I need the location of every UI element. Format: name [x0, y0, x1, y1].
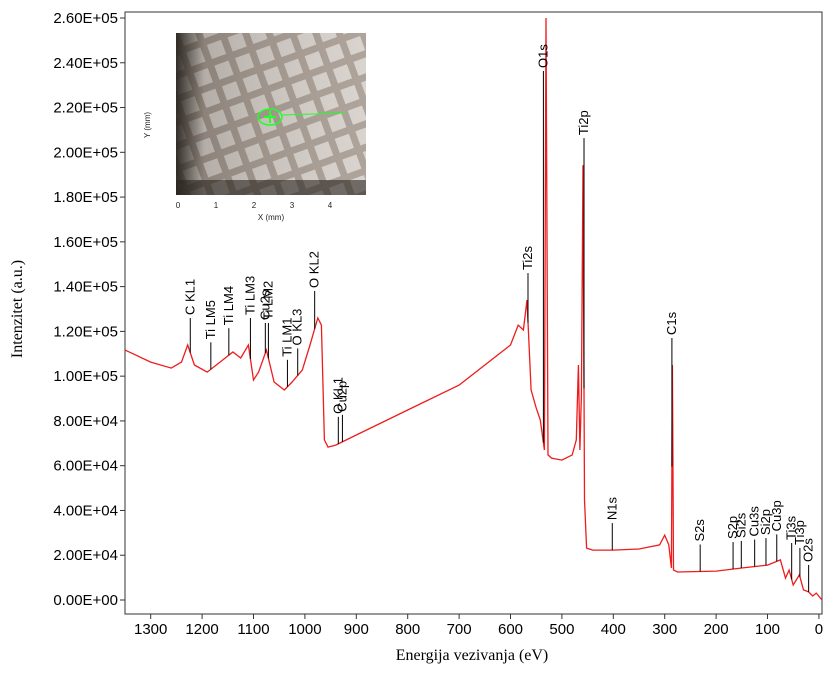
annotation-label: Cu3s — [747, 506, 762, 537]
inset-x-tick-label: 1 — [214, 201, 219, 210]
inset-x-tick-label: 3 — [290, 201, 295, 210]
y-tick-label: 0.00E+00 — [53, 592, 118, 609]
annotation-label: O KL2 — [307, 251, 322, 288]
x-tick-label: 600 — [498, 621, 523, 638]
annotation-label: Cu2p — [334, 381, 349, 412]
annotation-label: O2s — [801, 538, 816, 562]
annotation-label: O KL1 — [330, 377, 345, 414]
x-tick-label: 1100 — [237, 621, 269, 638]
y-tick-label: 2.00E+05 — [53, 144, 118, 161]
y-tick-label: 2.60E+05 — [53, 10, 118, 27]
y-tick-label: 8.00E+04 — [53, 413, 118, 430]
inset-x-tick-label: 0 — [176, 201, 181, 210]
x-tick-label: 800 — [395, 621, 420, 638]
annotation-label: Ti2p — [576, 110, 591, 135]
inset-image: X (mm) Y (mm) 0 1 2 3 4 — [143, 33, 366, 222]
annotation-label: Ti LM2 — [260, 281, 275, 320]
annotation-label: Cu2s — [257, 289, 272, 320]
annotation-label: Ti2s — [520, 245, 535, 270]
annotation-label: N1s — [604, 496, 619, 520]
y-tick-label: 1.80E+05 — [53, 189, 118, 206]
x-axis-title: Energija vezivanja (eV) — [396, 647, 549, 664]
spectrum-line — [124, 17, 823, 601]
y-tick-label: 1.60E+05 — [53, 234, 118, 251]
inset-x-tick-label: 2 — [252, 201, 257, 210]
x-tick-label: 700 — [447, 621, 472, 638]
y-tick-label: 1.40E+05 — [53, 279, 118, 296]
annotation-label: O KL3 — [290, 309, 305, 346]
annotation-label: Ti LM4 — [221, 286, 236, 325]
annotation-label: S2s — [692, 519, 707, 542]
annotation-label: Ti3s — [784, 515, 799, 540]
plot-frame — [124, 11, 823, 615]
annotation-label: Ti LM3 — [242, 276, 257, 315]
x-tick-label: 1300 — [134, 621, 167, 638]
y-tick-label: 2.20E+05 — [53, 100, 118, 117]
annotation-label: Si2p — [758, 509, 773, 535]
y-tick-label: 2.00E+04 — [53, 547, 118, 564]
x-tick-label: 100 — [755, 621, 780, 638]
y-tick-label: 1.20E+05 — [53, 323, 118, 340]
inset-y-label: Y (mm) — [143, 112, 152, 138]
x-tick-label: 0 — [815, 621, 823, 638]
y-axis-title: Intenzitet (a.u.) — [9, 260, 26, 358]
x-tick-label: 200 — [704, 621, 729, 638]
x-tick-label: 500 — [549, 621, 574, 638]
y-tick-label: 4.00E+04 — [53, 502, 118, 519]
annotation-label: Ti LM1 — [279, 318, 294, 357]
x-tick-label: 900 — [344, 621, 369, 638]
annotation-label: C KL1 — [182, 279, 197, 315]
annotation-label: Si2s — [733, 512, 748, 538]
x-tick-label: 1000 — [288, 621, 321, 638]
annotation-label: O1s — [535, 44, 550, 68]
annotation-label: C1s — [664, 311, 679, 335]
inset-x-tick-label: 4 — [328, 201, 333, 210]
x-tick-label: 1200 — [185, 621, 218, 638]
y-tick-label: 2.40E+05 — [53, 55, 118, 72]
annotation-label: S2p — [725, 516, 740, 539]
annotation-label: Ti LM5 — [203, 300, 218, 339]
x-tick-label: 300 — [652, 621, 677, 638]
y-tick-label: 1.00E+05 — [53, 368, 118, 385]
inset-x-label: X (mm) — [258, 213, 285, 222]
x-tick-label: 400 — [601, 621, 626, 638]
annotation-label: Ti3p — [792, 520, 807, 545]
annotation-label: Cu3p — [769, 500, 784, 531]
y-tick-label: 6.00E+04 — [53, 458, 118, 475]
